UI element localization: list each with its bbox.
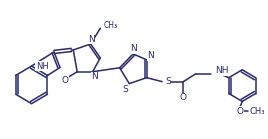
Text: O: O — [61, 76, 68, 85]
Text: S: S — [122, 85, 128, 94]
Text: S: S — [165, 77, 171, 86]
Text: NH: NH — [215, 66, 229, 75]
Text: N: N — [91, 72, 98, 81]
Text: O: O — [180, 93, 187, 102]
Text: N: N — [147, 51, 154, 60]
Text: N: N — [88, 35, 95, 44]
Text: CH₃: CH₃ — [103, 21, 117, 30]
Text: NH: NH — [36, 62, 49, 70]
Text: N: N — [130, 44, 136, 54]
Text: O: O — [237, 107, 244, 116]
Text: CH₃: CH₃ — [250, 107, 265, 116]
